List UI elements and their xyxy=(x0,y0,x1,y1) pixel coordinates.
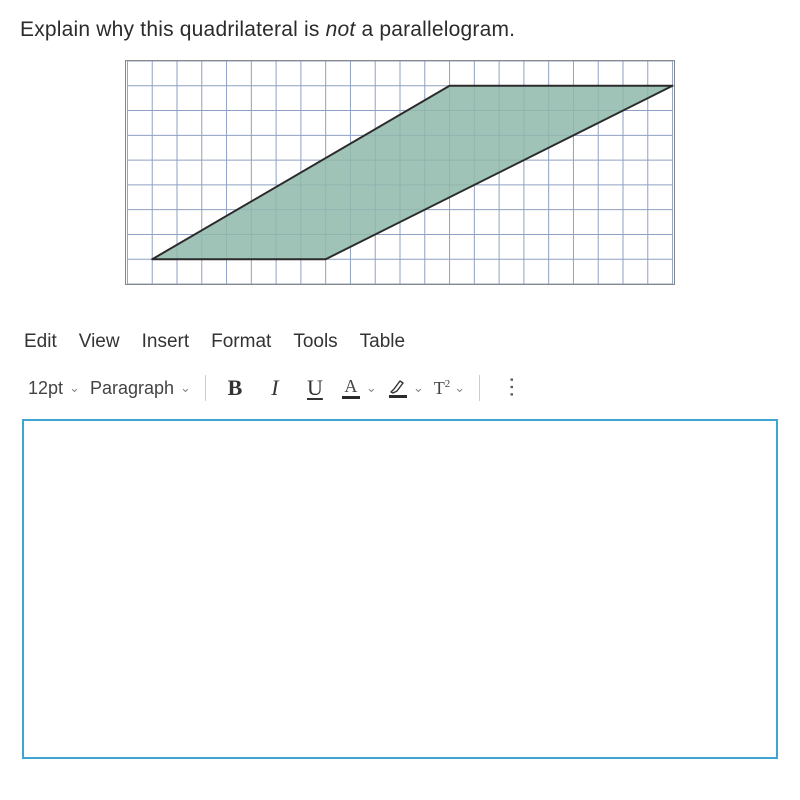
highlight-swatch xyxy=(389,395,407,398)
chevron-down-icon: ⌄ xyxy=(366,380,377,396)
superscript-exp: 2 xyxy=(445,378,451,390)
font-size-select[interactable]: 12pt ⌄ xyxy=(28,378,80,399)
underline-button[interactable]: U xyxy=(300,373,330,403)
editor-toolbar: 12pt ⌄ Paragraph ⌄ B I U A ⌄ xyxy=(20,363,780,419)
toolbar-divider xyxy=(205,375,206,401)
menu-bar: Edit View Insert Format Tools Table xyxy=(20,325,780,363)
answer-editor[interactable] xyxy=(22,419,778,759)
highlight-color-button[interactable]: ⌄ xyxy=(387,378,424,398)
text-color-glyph: A xyxy=(344,377,357,395)
font-size-value: 12pt xyxy=(28,378,63,399)
more-options-button[interactable]: ⋯ xyxy=(499,376,525,400)
toolbar-divider xyxy=(479,375,480,401)
prompt-text-after: a parallelogram. xyxy=(355,18,515,41)
menu-item-format[interactable]: Format xyxy=(211,331,271,353)
menu-item-tools[interactable]: Tools xyxy=(293,331,337,353)
superscript-button[interactable]: T2 ⌄ xyxy=(434,378,465,399)
figure-container xyxy=(20,60,780,285)
text-color-swatch xyxy=(342,396,360,399)
question-prompt: Explain why this quadrilateral is not a … xyxy=(20,18,780,42)
chevron-down-icon: ⌄ xyxy=(180,380,191,396)
chevron-down-icon: ⌄ xyxy=(454,380,465,396)
chevron-down-icon: ⌄ xyxy=(69,380,80,396)
chevron-down-icon: ⌄ xyxy=(413,380,424,396)
highlighter-icon xyxy=(389,378,407,394)
menu-item-table[interactable]: Table xyxy=(360,331,405,353)
text-color-button[interactable]: A ⌄ xyxy=(340,377,377,399)
quadrilateral-figure xyxy=(125,60,675,285)
block-format-select[interactable]: Paragraph ⌄ xyxy=(90,378,191,399)
menu-item-insert[interactable]: Insert xyxy=(142,331,190,353)
superscript-base: T xyxy=(434,378,445,398)
menu-item-edit[interactable]: Edit xyxy=(24,331,57,353)
block-format-value: Paragraph xyxy=(90,378,174,399)
menu-item-view[interactable]: View xyxy=(79,331,120,353)
prompt-emphasis: not xyxy=(326,18,356,41)
prompt-text-before: Explain why this quadrilateral is xyxy=(20,18,326,41)
bold-button[interactable]: B xyxy=(220,373,250,403)
italic-button[interactable]: I xyxy=(260,373,290,403)
